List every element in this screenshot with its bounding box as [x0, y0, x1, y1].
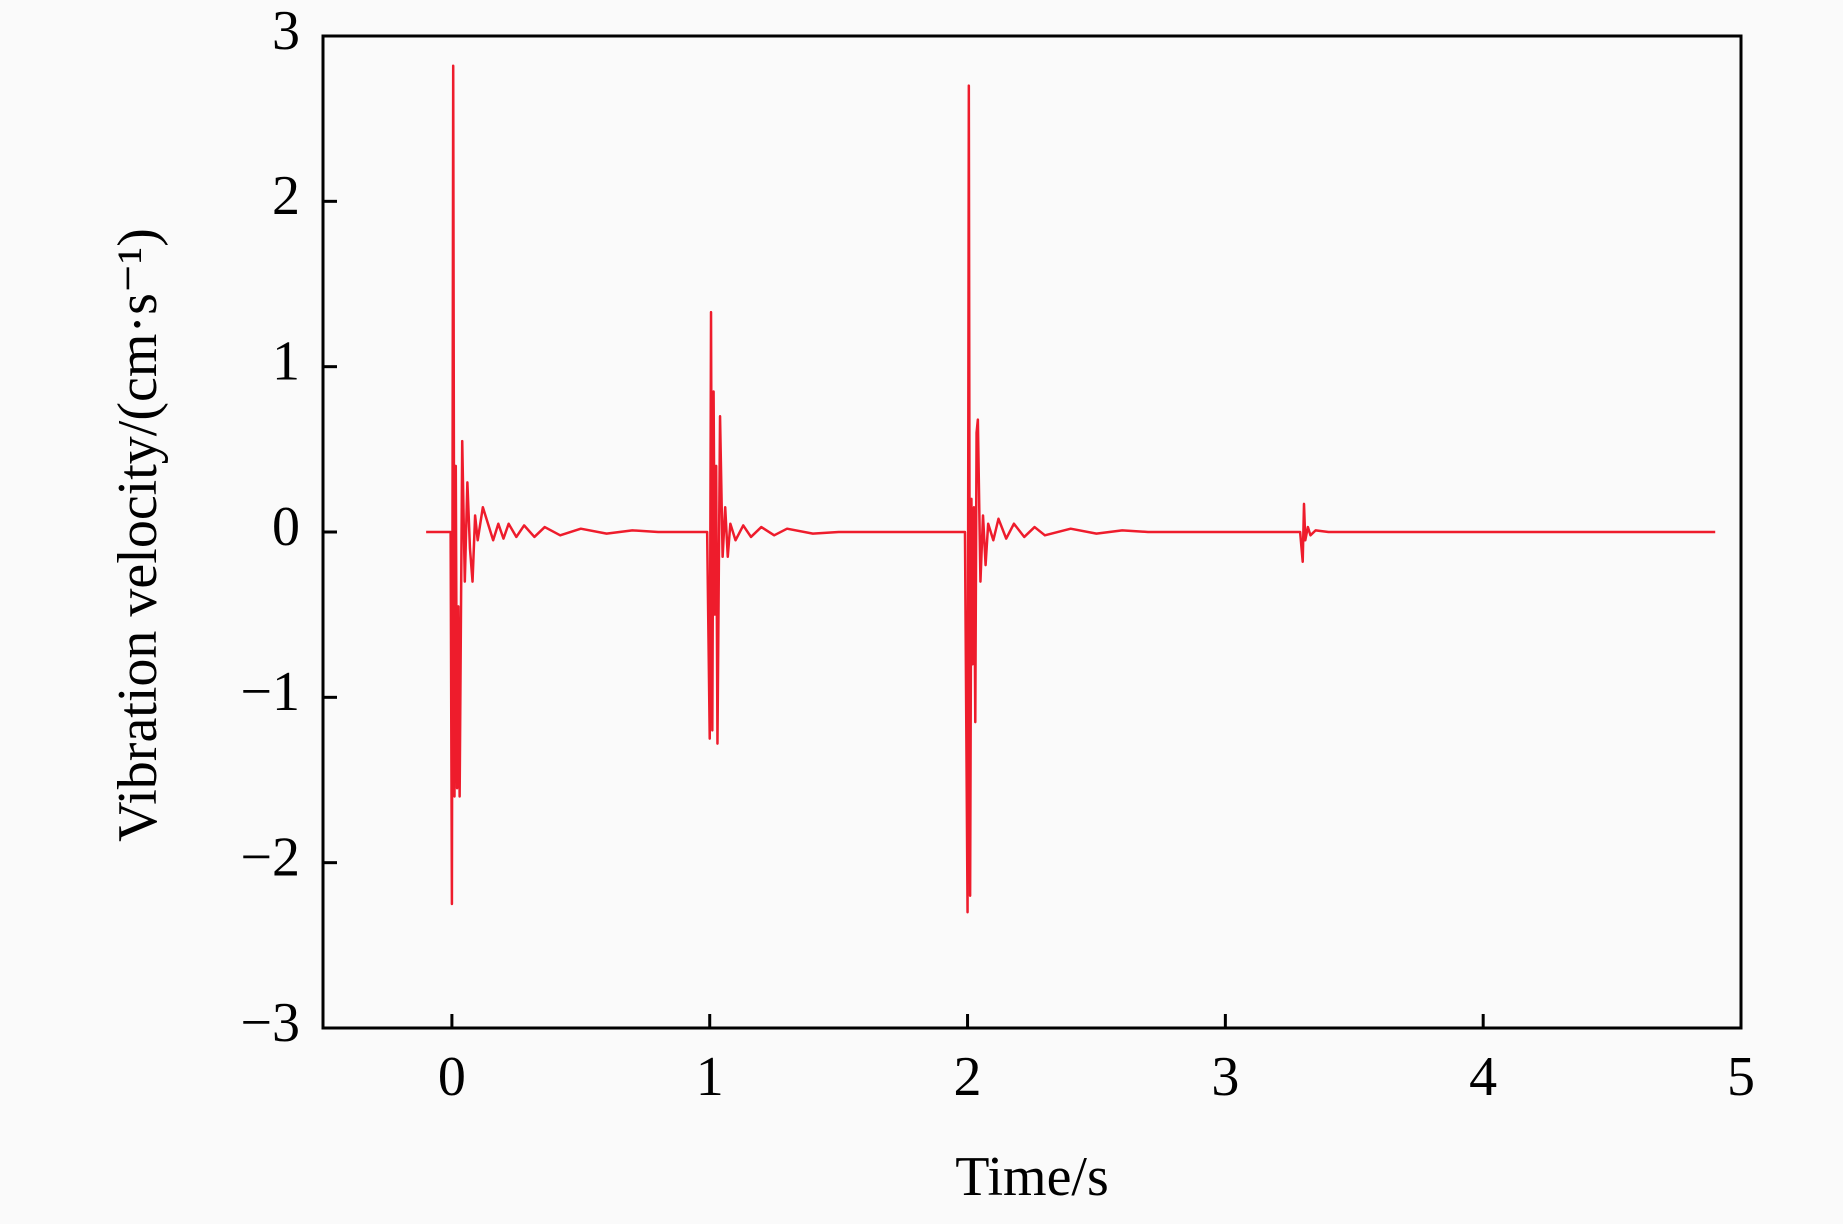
data-line	[426, 64, 1716, 914]
x-tick-label: 3	[1211, 1046, 1239, 1108]
y-tick-label: 3	[272, 0, 300, 62]
y-tick-label: −2	[240, 827, 300, 889]
x-tick-label: 0	[438, 1046, 466, 1108]
y-tick-label: 2	[272, 165, 300, 227]
y-axis-label: Vibration velocity/(cm·s⁻¹)	[107, 228, 169, 842]
y-tick-label: −1	[240, 661, 300, 723]
y-tick-label: 1	[272, 331, 300, 393]
x-axis-label: Time/s	[955, 1146, 1109, 1208]
x-tick-label: 2	[954, 1046, 982, 1108]
x-tick-label: 5	[1727, 1046, 1755, 1108]
y-tick-label: 0	[272, 496, 300, 558]
y-tick-label: −3	[240, 992, 300, 1054]
x-tick-label: 1	[696, 1046, 724, 1108]
x-tick-label: 4	[1469, 1046, 1497, 1108]
